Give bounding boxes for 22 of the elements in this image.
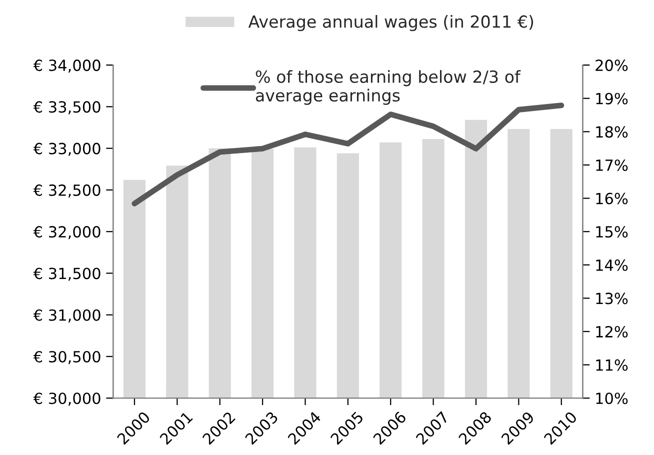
y2-tick-label: 16%	[596, 192, 628, 204]
y-tick-label: € 32,000	[33, 226, 100, 240]
y-tick-label: € 32,500	[33, 184, 100, 198]
y-tick-label: € 34,000	[33, 60, 100, 73]
y2-tick-label: 20%	[596, 60, 628, 72]
y-tick-label: € 30,500	[33, 350, 100, 364]
y2-tick-label: 18%	[596, 126, 628, 138]
y2-tick-label: 10%	[596, 392, 628, 404]
y2-tick-label: 13%	[596, 292, 628, 304]
y-tick-label: € 30,000	[33, 392, 100, 406]
y2-tick-label: 11%	[596, 359, 628, 371]
y-tick-label: € 31,000	[33, 309, 100, 322]
legend-label: % of those earning below 2/3 of average earnings	[256, 70, 521, 105]
y-tick-label: € 33,000	[33, 142, 100, 156]
y-tick-label: € 33,500	[33, 101, 100, 114]
y2-tick-label: 17%	[596, 159, 628, 172]
legend-label: Average annual wages (in 2011 €)	[248, 15, 534, 32]
y2-tick-label: 19%	[596, 92, 628, 104]
y2-tick-label: 14%	[596, 259, 628, 271]
y-tick-label: € 31,500	[33, 268, 100, 281]
y2-tick-label: 12%	[596, 326, 628, 338]
y2-tick-label: 15%	[596, 226, 628, 238]
